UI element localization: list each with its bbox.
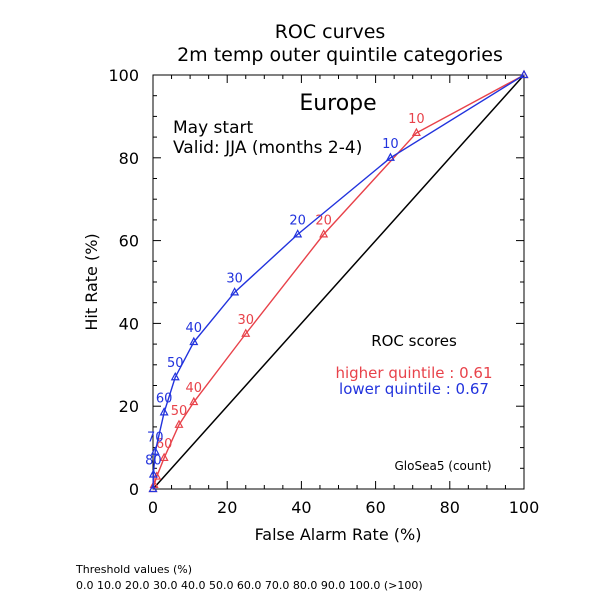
y-tick-label: 40 [119,314,139,333]
data-point-marker [152,471,162,480]
series-line [152,74,525,490]
y-tick-label: 80 [119,149,139,168]
threshold-label: 40 [186,381,203,396]
axis-ticks [152,74,525,490]
data-point-marker [411,127,421,137]
threshold-label: 60 [156,391,173,406]
threshold-label: 30 [226,271,243,286]
y-tick-label: 0 [129,480,139,499]
data-point-marker [170,371,180,381]
y-tick-labels: 0 20 40 60 80 100 [108,66,139,499]
threshold-label: 10 [408,112,425,127]
data-point-marker [148,469,158,478]
no-skill-diagonal [152,74,525,490]
x-tick-label: 100 [509,498,540,517]
x-tick-label: 20 [217,498,237,517]
x-tick-label: 0 [148,498,158,517]
x-tick-label: 80 [440,498,460,517]
roc-scores-title: ROC scores [371,332,457,350]
data-point-marker [159,452,169,462]
chart-title: ROC curves [275,21,386,43]
data-point-marker [385,152,395,161]
region-label: Europe [299,91,376,116]
data-point-marker [319,229,329,238]
threshold-label: 60 [156,437,173,452]
data-point-marker [150,446,160,455]
start-label: May start [173,118,253,138]
x-tick-labels: 0 20 40 60 80 100 [148,498,539,517]
threshold-label: 30 [237,313,254,328]
threshold-label: 50 [167,356,184,371]
data-point-marker [148,483,158,493]
data-point-marker [189,396,199,406]
score-higher-quintile: higher quintile : 0.61 [335,364,492,382]
threshold-label: 20 [315,213,332,228]
data-point-marker [230,287,240,296]
threshold-label: 80 [145,454,162,469]
model-label: GloSea5 (count) [395,459,492,473]
threshold-label: 40 [186,321,203,336]
data-point-marker [519,69,529,79]
x-tick-label: 60 [365,498,385,517]
y-tick-label: 20 [119,397,139,416]
data-point-marker [293,229,303,238]
valid-label: Valid: JJA (months 2-4) [173,138,362,158]
score-lower-quintile: lower quintile : 0.67 [339,380,489,398]
x-axis-label: False Alarm Rate (%) [255,525,422,544]
y-tick-label: 60 [119,232,139,251]
y-axis-label: Hit Rate (%) [82,233,101,330]
threshold-label: 50 [171,404,188,419]
data-point-marker [241,328,251,337]
data-point-marker [189,336,199,346]
threshold-label: 20 [289,213,306,228]
threshold-label: 10 [382,137,399,152]
x-tick-label: 40 [291,498,311,517]
threshold-values: 0.0 10.0 20.0 30.0 40.0 50.0 60.0 70.0 8… [76,579,423,592]
threshold-title: Threshold values (%) [75,563,192,576]
chart-subtitle: 2m temp outer quintile categories [177,44,503,66]
data-point-marker [174,419,184,428]
data-point-marker [159,407,169,416]
y-tick-label: 100 [108,66,139,85]
threshold-label: 70 [147,431,164,446]
series-line [152,74,525,490]
